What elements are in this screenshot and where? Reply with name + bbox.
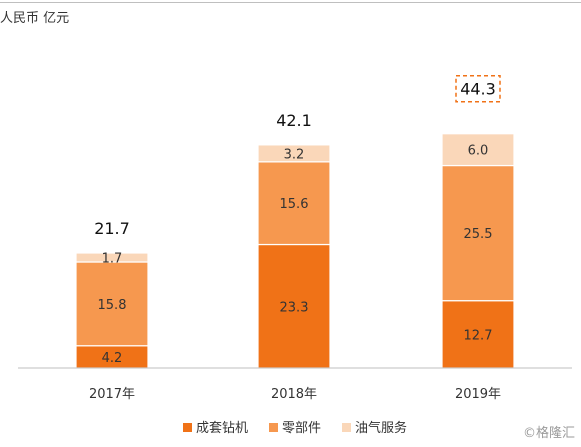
legend-swatch <box>342 423 351 432</box>
bars-layer: 4.2 15.8 1.7 21.7 23.3 15.6 3.2 42.1 12.7 25.5 6.0… <box>75 74 515 369</box>
bar-segment <box>257 144 331 163</box>
highlight-box <box>455 74 501 103</box>
bar-value-label: 4.2 <box>102 351 123 366</box>
legend-swatch <box>269 423 278 432</box>
bar-value-label: 6.0 <box>468 144 489 159</box>
bar-value-label: 3.2 <box>284 147 305 162</box>
top-divider <box>0 2 581 3</box>
legend-label: 油气服务 <box>355 420 407 436</box>
total-value-label: 44.3 <box>460 80 496 99</box>
x-tick-label: 2017年 <box>89 387 135 402</box>
legend-label: 成套钻机 <box>196 420 248 436</box>
bar-value-label: 25.5 <box>464 227 493 242</box>
total-value-label: 42.1 <box>276 111 312 130</box>
x-tick-label: 2018年 <box>271 387 317 402</box>
bar-segment <box>257 161 331 246</box>
x-tick-label: 2019年 <box>455 387 501 402</box>
legend-label: 零部件 <box>282 421 321 436</box>
bar-segment <box>441 133 515 167</box>
bar-segment <box>75 252 149 263</box>
watermark: ©格隆汇 <box>522 426 575 441</box>
legend-swatch <box>183 423 192 432</box>
bar-segment <box>441 164 515 302</box>
legend: 成套钻机 零部件 油气服务 <box>183 420 407 436</box>
bar-segment <box>257 243 331 369</box>
bar-value-label: 15.6 <box>280 197 309 212</box>
bar-value-label: 12.7 <box>464 328 493 343</box>
bar-value-label: 1.7 <box>102 251 123 266</box>
unit-label: 人民币 亿元 <box>0 11 70 26</box>
total-value-label: 21.7 <box>94 219 130 238</box>
bar-value-label: 23.3 <box>280 300 309 315</box>
bar-segment <box>441 300 515 369</box>
bar-segment <box>75 261 149 347</box>
x-tick-labels: 2017年 2018年 2019年 <box>89 387 501 402</box>
bar-value-label: 15.8 <box>98 298 127 313</box>
